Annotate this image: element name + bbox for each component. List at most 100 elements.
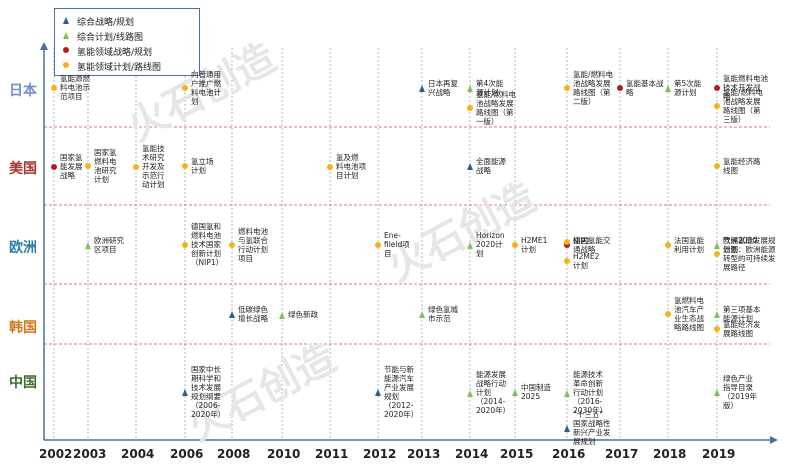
triangle-icon <box>375 389 381 396</box>
event-label: 国家氢 燃料电 池研究 计划 <box>94 148 117 184</box>
year-label: 2003 <box>73 447 107 461</box>
event-label: “十三五” 国家战略性 新兴产业发 展规划 <box>573 410 611 446</box>
event-label: 低碳绿色 增长战略 <box>238 305 268 323</box>
dot-icon <box>51 163 57 170</box>
event-label: H2ME1 计划 <box>521 236 548 254</box>
triangle-icon <box>229 311 235 318</box>
triangle-icon <box>182 389 188 396</box>
event-label: 德国氢能交 通战略 <box>573 236 611 254</box>
triangle-icon <box>63 17 69 24</box>
year-label: 2017 <box>605 447 639 461</box>
dot-icon <box>714 251 720 257</box>
dot-icon <box>617 85 623 91</box>
event-label: 欧洲氢能发展规 划图：欧洲能源 转型的可持续发 展路径 <box>723 236 776 272</box>
event-label: 绿色氢城 市示范 <box>428 305 458 323</box>
triangle-icon <box>665 85 671 92</box>
event-label: 第5次能 源计划 <box>674 79 702 97</box>
event-label: 日本再复 兴战略 <box>428 79 458 97</box>
event-label: 氢燃料电 池汽车产 业生态战 略路线图 <box>674 296 704 332</box>
legend-item: 氢能领域计划/路线图 <box>63 60 161 73</box>
event-label: Ene-fileld项目 <box>384 231 410 258</box>
legend-label: 综合计划/线路图 <box>77 33 144 43</box>
event-label: 氢能/燃料电 池战略发展 路线图（第 三版） <box>723 88 764 124</box>
event-label: 绿色产业 指导目录 （2019年 版） <box>723 374 758 410</box>
year-label: 2015 <box>500 447 534 461</box>
event-label: 氢立场 计划 <box>191 157 214 175</box>
legend-item: 综合战略/规划 <box>63 15 134 28</box>
year-label: 2016 <box>552 447 586 461</box>
dot-icon <box>51 84 57 91</box>
year-label: 2010 <box>267 447 301 461</box>
triangle-icon <box>467 85 473 92</box>
triangle-icon <box>85 242 91 249</box>
dot-icon <box>714 84 720 91</box>
event-label: 氢能技 术研究 开发及 示范行 动计划 <box>142 144 165 189</box>
year-label: 2006 <box>170 447 204 461</box>
year-label: 2004 <box>121 447 155 461</box>
event-label: 燃料电池 与氢联合 行动计划 项目 <box>238 227 268 263</box>
country-label-usa: 美国 <box>9 161 37 177</box>
dot-icon <box>714 326 720 332</box>
event-label: 德国氢和 燃料电池 技术国家 创新计划 （NIP1） <box>191 222 224 267</box>
dot-icon <box>182 163 188 169</box>
triangle-icon <box>714 242 720 249</box>
dot-icon <box>182 85 188 91</box>
event-label: 氢能经济发 展路线图 <box>723 320 761 338</box>
triangle-icon <box>564 425 570 432</box>
dot-icon <box>714 163 720 169</box>
year-label: 2019 <box>702 447 736 461</box>
event-label: 氢能基本战略 <box>626 79 664 97</box>
dot-icon <box>564 238 570 245</box>
event-label: NIP2 <box>573 237 591 246</box>
event-label: 第三项基本 能源计划 <box>723 305 761 323</box>
country-label-china: 中国 <box>9 375 37 391</box>
year-label: 2014 <box>455 447 489 461</box>
event-label: 氢能源燃 料电池示 范项目 <box>60 74 90 101</box>
dot-icon <box>375 241 381 248</box>
country-label-korea: 韩国 <box>9 320 37 336</box>
event-label: 国家中长 期科学和 技术发展 规划纲要 （2006- 2020年） <box>191 365 226 419</box>
year-label: 2012 <box>363 447 397 461</box>
triangle-icon <box>279 311 285 319</box>
dot-icon <box>63 62 69 68</box>
dot-icon <box>564 85 570 91</box>
country-label-europe: 欧洲 <box>9 240 37 256</box>
event-label: 能源发展 战略行动 计划 （2014- 2020年） <box>476 370 511 415</box>
triangle-icon <box>714 389 720 396</box>
dot-icon <box>564 258 570 264</box>
triangle-icon <box>512 389 518 396</box>
event-label: 欧洲研究 区项目 <box>94 236 124 254</box>
dot-icon <box>564 242 570 248</box>
event-label: Horizon 2020计划 <box>476 231 505 258</box>
triangle-icon <box>564 389 570 397</box>
legend-label: 氢能领域战略/规划 <box>77 48 153 58</box>
triangle-icon <box>467 163 473 170</box>
country-label-japan: 日本 <box>9 83 37 99</box>
legend-label: 氢能领域计划/路线图 <box>77 63 162 73</box>
dot-icon <box>85 163 91 169</box>
event-label: 能源技术 革命创新 行动计划 （2016- 2030年） <box>573 370 608 415</box>
axis-arrow <box>770 436 778 444</box>
event-label: H2ME2 计划 <box>573 252 600 270</box>
year-label: 2002 <box>39 447 73 461</box>
event-label: 法国氢能 利用计划 <box>674 236 704 254</box>
dot-icon <box>182 241 188 248</box>
event-label: 氢能/燃料电 池战略发展 路线图（第 二版） <box>573 70 614 106</box>
event-label: 氢及燃 料电池项 目计划 <box>336 153 366 180</box>
event-label: 全面能源 战略 <box>476 157 506 175</box>
dot-icon <box>665 242 671 248</box>
year-label: 2018 <box>653 447 687 461</box>
event-label: 氢能经济路 线图 <box>723 157 761 175</box>
triangle-icon <box>714 311 720 318</box>
triangle-icon <box>467 241 473 249</box>
triangle-icon <box>419 311 425 318</box>
dot-icon <box>133 163 139 170</box>
year-label: 2008 <box>217 447 251 461</box>
triangle-icon <box>419 85 425 92</box>
event-label: 向普通用 户推广燃 料电池计划 <box>191 70 221 106</box>
year-label: 2013 <box>407 447 441 461</box>
event-label: 中国制造 2025 <box>521 383 551 401</box>
legend-label: 综合战略/规划 <box>77 18 135 28</box>
triangle-icon <box>467 389 473 397</box>
